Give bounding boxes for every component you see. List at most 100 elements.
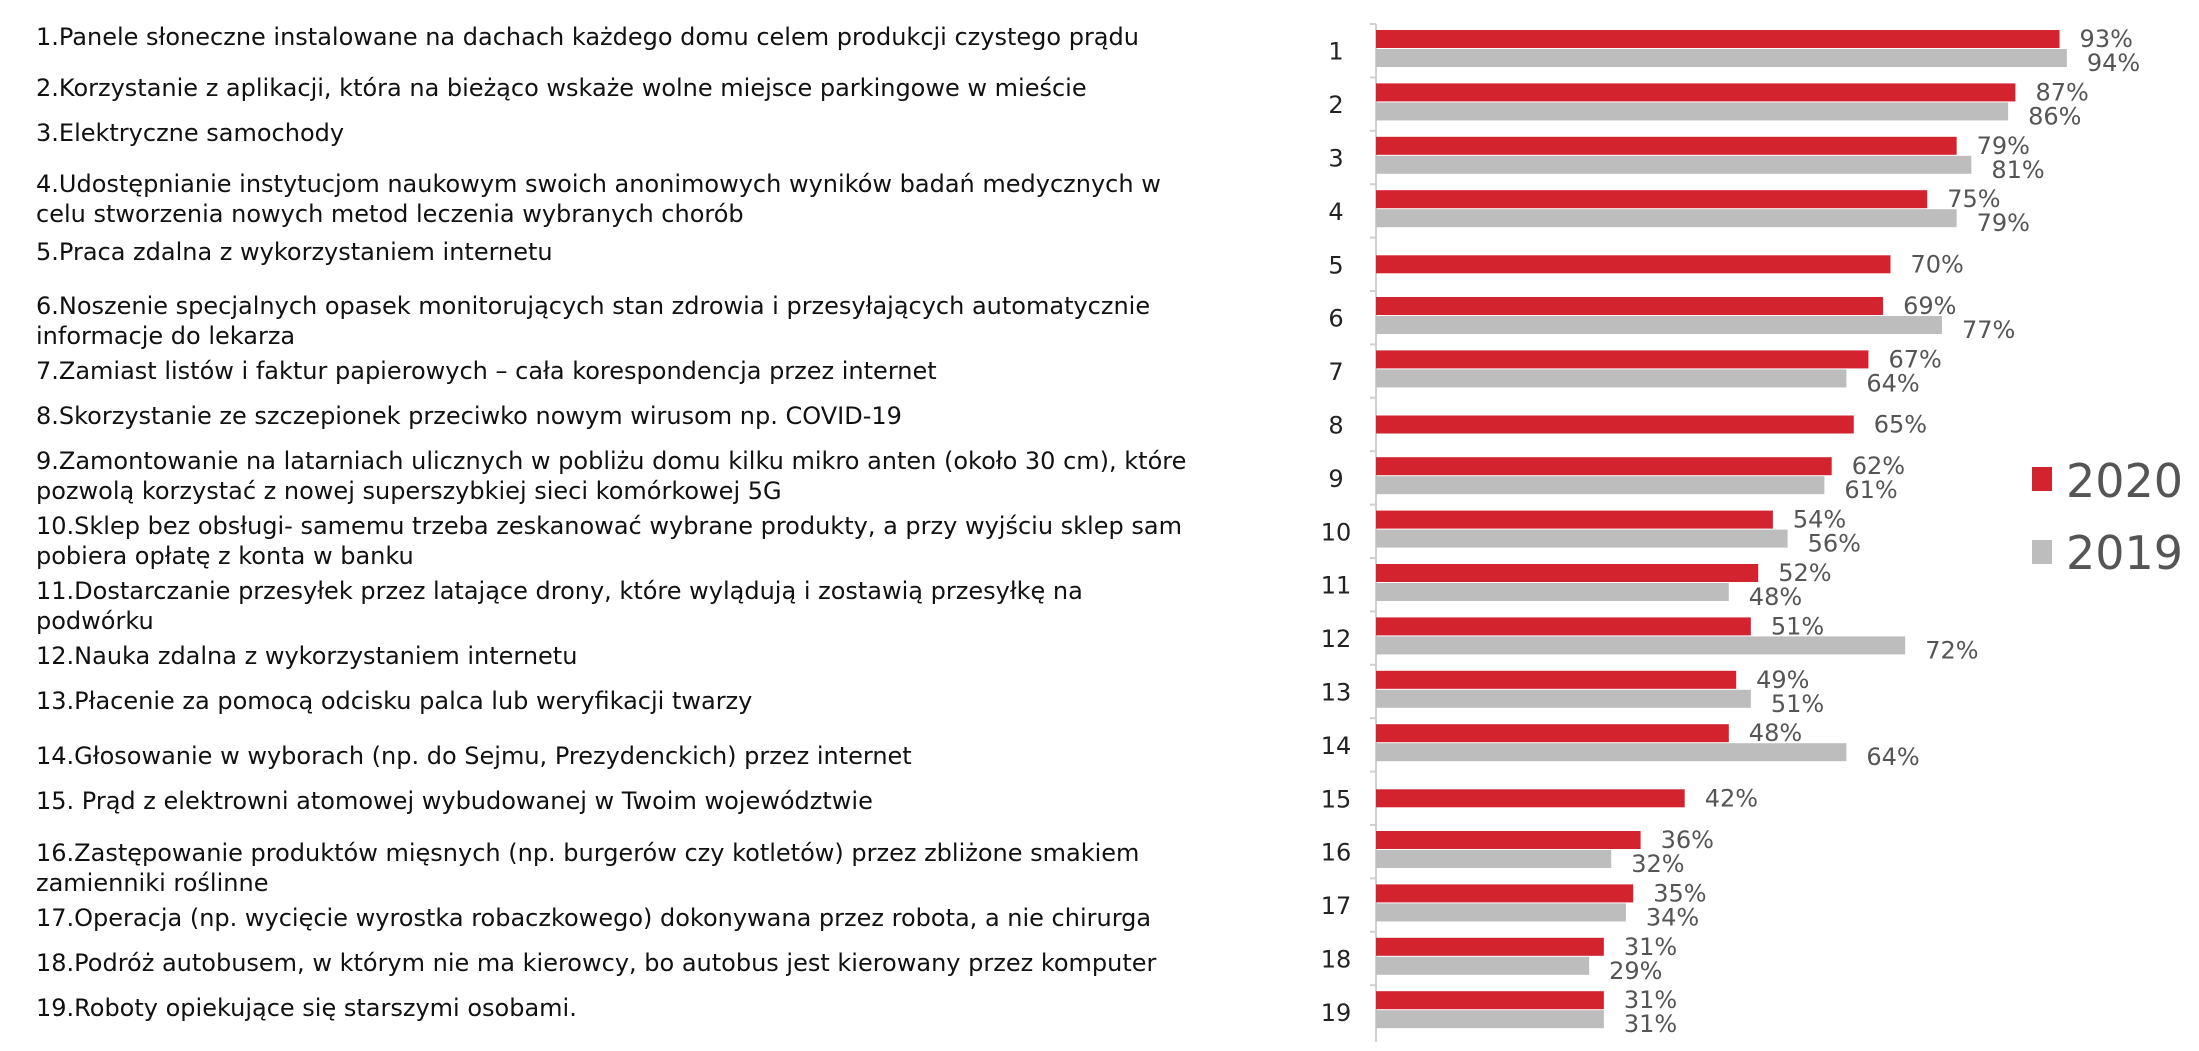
- bar-2020: [1376, 564, 1759, 582]
- item-label: 2.Korzystanie z aplikacji, która na bież…: [36, 74, 1087, 102]
- category-label: 9: [1328, 465, 1343, 493]
- item-label: 15. Prąd z elektrowni atomowej wybudowan…: [36, 787, 873, 815]
- value-label-2020: 31%: [1624, 933, 1677, 961]
- value-label-2020: 62%: [1852, 452, 1905, 480]
- category-label: 14: [1321, 732, 1352, 760]
- value-label-2020: 31%: [1624, 986, 1677, 1014]
- legend-label-2020: 2020: [2066, 454, 2183, 508]
- item-label: 19.Roboty opiekujące się starszymi osoba…: [36, 994, 577, 1022]
- value-label-2020: 42%: [1705, 784, 1758, 812]
- bar-2020: [1376, 991, 1604, 1010]
- bar-2020: [1376, 617, 1751, 636]
- category-label: 13: [1321, 679, 1352, 707]
- item-label: 1.Panele słoneczne instalowane na dachac…: [36, 23, 1139, 51]
- bar-2020: [1376, 415, 1854, 434]
- item-label: 6.Noszenie specjalnych opasek monitorują…: [36, 292, 1151, 350]
- category-label: 15: [1321, 785, 1352, 813]
- category-label: 6: [1328, 305, 1343, 333]
- value-label-2020: 52%: [1778, 559, 1831, 587]
- bar-2020: [1376, 670, 1737, 689]
- bar-2020: [1376, 831, 1641, 849]
- item-label: 17.Operacja (np. wycięcie wyrostka robac…: [36, 904, 1152, 932]
- value-label-2019: 72%: [1925, 636, 1978, 664]
- item-label: 7.Zamiast listów i faktur papierowych – …: [36, 357, 937, 385]
- value-label-2019: 48%: [1749, 583, 1802, 611]
- bar-2019: [1376, 209, 1957, 228]
- value-label-2019: 34%: [1646, 903, 1699, 931]
- value-label-2019: 51%: [1771, 690, 1824, 718]
- value-label-2019: 86%: [2028, 102, 2081, 130]
- value-label-2019: 64%: [1866, 369, 1919, 397]
- bar-2020: [1376, 136, 1957, 155]
- category-label: 18: [1321, 946, 1352, 974]
- item-label: 9.Zamontowanie na latarniach ulicznych w…: [36, 447, 1187, 505]
- bar-2019: [1376, 1010, 1604, 1029]
- bar-2019: [1376, 689, 1751, 708]
- category-label: 5: [1328, 251, 1343, 279]
- item-label: 11.Dostarczanie przesyłek przez latające…: [36, 577, 1083, 635]
- axis-ticks: [1370, 23, 1376, 987]
- bar-2019: [1376, 102, 2009, 121]
- items-list: 1.Panele słoneczne instalowane na dachac…: [36, 23, 1187, 1022]
- bar-2019: [1376, 49, 2067, 67]
- value-label-2020: 93%: [2080, 25, 2133, 53]
- bar-2020: [1376, 83, 2016, 102]
- bar-2020: [1376, 510, 1773, 529]
- item-label: 8.Skorzystanie ze szczepionek przeciwko …: [36, 402, 902, 430]
- bar-2019: [1376, 636, 1906, 655]
- bar-2019: [1376, 529, 1788, 548]
- category-label: 16: [1321, 839, 1352, 867]
- category-label: 2: [1328, 91, 1343, 119]
- item-label: 16.Zastępowanie produktów mięsnych (np. …: [36, 839, 1140, 897]
- value-label-2019: 81%: [1991, 156, 2044, 184]
- bar-2020: [1376, 350, 1869, 369]
- bar-2019: [1376, 956, 1590, 975]
- category-label: 12: [1321, 625, 1352, 653]
- value-label-2019: 56%: [1808, 530, 1861, 558]
- item-label: 3.Elektryczne samochody: [36, 119, 345, 147]
- item-label: 13.Płacenie za pomocą odcisku palca lub …: [36, 687, 753, 715]
- bar-2019: [1376, 903, 1626, 922]
- value-labels: 1 93%94%2 87%86%3 79%81%4 75%79%5 70%6 69%77%7…: [1321, 25, 2141, 1038]
- value-label-2020: 70%: [1911, 250, 1964, 278]
- value-label-2020: 75%: [1947, 185, 2000, 213]
- value-label-2019: 31%: [1624, 1010, 1677, 1038]
- value-label-2020: 65%: [1874, 411, 1927, 439]
- value-label-2020: 49%: [1756, 666, 1809, 694]
- value-label-2020: 51%: [1771, 612, 1824, 640]
- value-label-2020: 48%: [1749, 719, 1802, 747]
- bar-2020: [1376, 190, 1928, 209]
- bar-2019: [1376, 850, 1612, 868]
- value-label-2020: 35%: [1653, 879, 1706, 907]
- bar-2019: [1376, 316, 1942, 334]
- value-label-2019: 61%: [1844, 476, 1897, 504]
- bar-2019: [1376, 476, 1825, 495]
- value-label-2019: 77%: [1962, 316, 2015, 344]
- bar-2020: [1376, 937, 1604, 956]
- bar-2020: [1376, 30, 2060, 48]
- category-label: 17: [1321, 892, 1352, 920]
- category-label: 1: [1328, 38, 1343, 66]
- legend-swatch-2019: [2032, 540, 2052, 564]
- value-label-2020: 69%: [1903, 292, 1956, 320]
- category-label: 7: [1328, 358, 1343, 386]
- value-label-2019: 64%: [1866, 743, 1919, 771]
- value-label-2019: 79%: [1977, 209, 2030, 237]
- bar-2020: [1376, 789, 1685, 808]
- value-label-2020: 79%: [1977, 132, 2030, 160]
- value-label-2020: 54%: [1793, 506, 1846, 534]
- category-label: 4: [1328, 198, 1343, 226]
- bar-2019: [1376, 743, 1847, 762]
- bar-2019: [1376, 583, 1729, 601]
- category-label: 11: [1321, 572, 1352, 600]
- category-label: 19: [1321, 999, 1352, 1027]
- bar-2020: [1376, 884, 1634, 903]
- bar-2020: [1376, 457, 1832, 476]
- legend-label-2019: 2019: [2066, 526, 2183, 580]
- item-label: 10.Sklep bez obsługi- samemu trzeba zesk…: [36, 512, 1182, 570]
- value-label-2020: 87%: [2035, 78, 2088, 106]
- value-label-2019: 29%: [1609, 957, 1662, 985]
- category-label: 3: [1328, 145, 1343, 173]
- bars: [1376, 30, 2067, 1029]
